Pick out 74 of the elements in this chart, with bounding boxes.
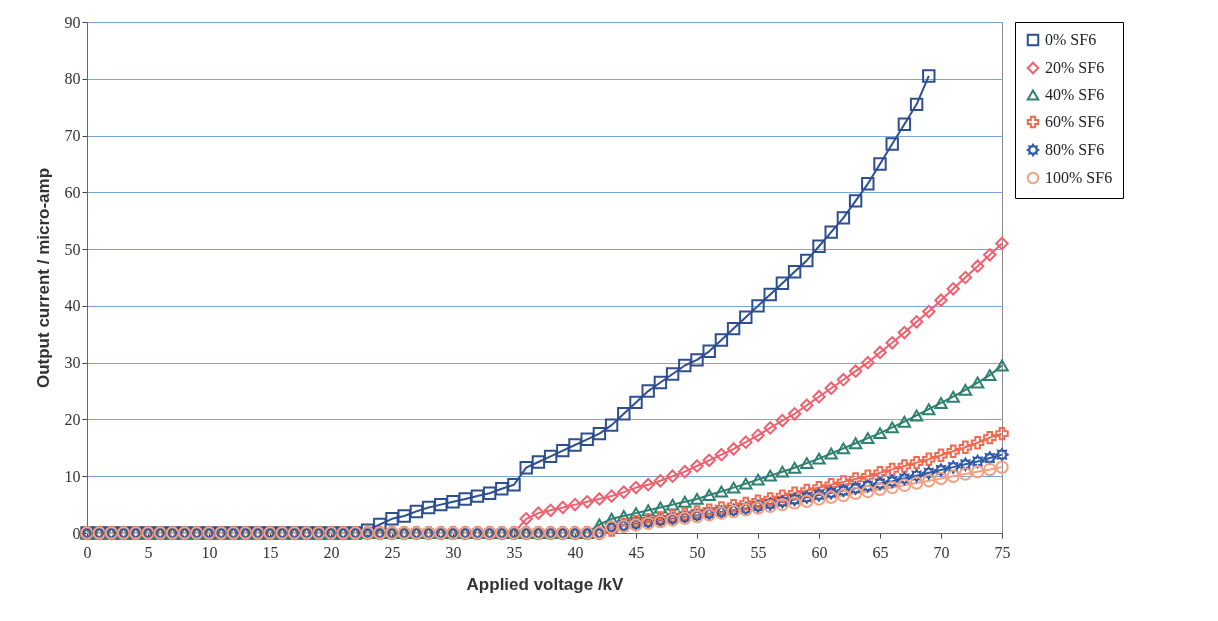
point [641,478,655,492]
point [617,485,631,499]
point [592,492,607,506]
point [690,459,704,473]
x-tick-label: 20 [323,543,340,561]
point [739,435,753,449]
point [678,464,692,479]
point [922,304,936,319]
y-tick-label: 20 [64,410,81,428]
point [519,512,533,526]
point [995,236,1009,251]
point [983,248,997,262]
x-tick-label: 25 [384,543,401,561]
x-tick-label: 30 [445,543,462,561]
point [836,373,851,387]
x-tick-label: 40 [567,543,584,561]
x-tick-label: 10 [201,543,218,561]
x-tick-label: 60 [811,543,828,561]
legend-label: 60% SF6 [1045,113,1105,130]
x-tick-label: 70 [933,543,950,561]
legend-label: 0% SF6 [1045,31,1097,48]
point [665,469,680,483]
point [714,447,729,462]
y-tick-label: 70 [64,127,81,145]
point [580,495,594,509]
y-tick-label: 30 [64,354,81,372]
x-tick-label: 35 [506,543,523,561]
y-tick-label: 60 [64,183,81,201]
point [568,497,582,512]
point [861,355,875,370]
point [970,259,985,273]
x-tick-label: 50 [689,543,706,561]
y-tick-label: 50 [64,240,81,258]
x-tick-label: 0 [83,543,92,561]
y-tick-label: 0 [72,524,81,542]
point [726,442,741,456]
point [885,336,899,350]
x-axis-title: Applied voltage /kV [466,574,625,594]
point [543,503,558,517]
x-tick-label: 75 [994,543,1011,561]
point [824,381,838,395]
point [848,364,863,378]
point [751,428,765,443]
legend-label: 20% SF6 [1045,59,1105,76]
point [556,500,570,515]
point [531,506,546,520]
legend-label: 100% SF6 [1045,169,1113,186]
point [653,474,668,488]
point [934,293,948,307]
point [800,398,814,412]
point [604,489,619,503]
y-axis-title: Output current / micro-amp [33,167,53,389]
legend-label: 80% SF6 [1045,141,1105,158]
point [909,315,924,329]
x-tick-label: 5 [144,543,153,561]
legend-label: 40% SF6 [1045,86,1105,103]
point [958,270,973,285]
y-tick-label: 10 [64,467,81,485]
point [946,282,960,296]
point [812,390,826,404]
point [775,413,790,428]
x-tick-label: 55 [750,543,767,561]
point [897,325,912,340]
y-tick-label: 90 [64,13,81,31]
point [702,453,716,468]
point [873,345,887,360]
point [763,421,777,435]
y-tick-label: 80 [64,70,81,88]
point [629,480,643,495]
point [787,407,802,421]
x-tick-label: 65 [872,543,889,561]
x-tick-label: 15 [262,543,279,561]
y-tick-label: 40 [64,297,81,315]
x-tick-label: 45 [628,543,645,561]
